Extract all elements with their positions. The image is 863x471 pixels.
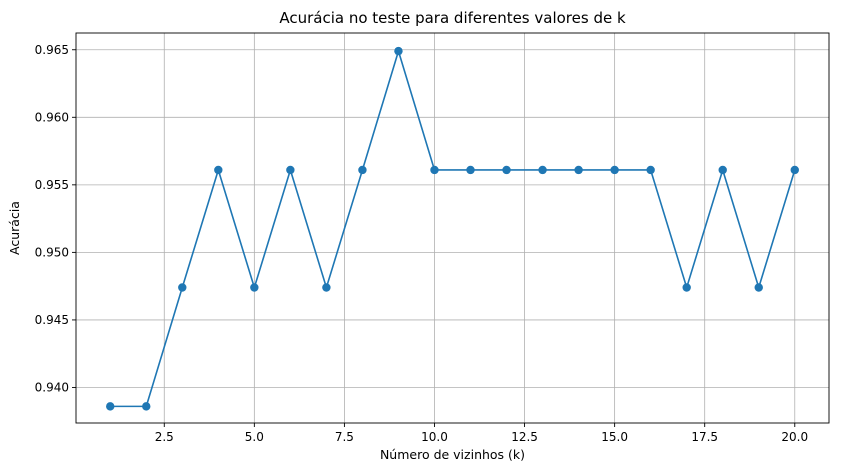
data-point — [286, 165, 295, 175]
y-axis-label: Acurácia — [7, 201, 22, 255]
x-axis-label: Número de vizinhos (k) — [380, 447, 525, 462]
x-tick-label: 10.0 — [421, 430, 448, 444]
x-tick-label: 2.5 — [155, 430, 174, 444]
data-point — [394, 46, 403, 56]
data-point — [646, 165, 655, 175]
y-tick-label: 0.965 — [35, 43, 69, 57]
data-point — [790, 165, 799, 175]
plot-frame — [75, 32, 830, 424]
data-point — [322, 283, 331, 292]
x-tick-label: 15.0 — [601, 430, 628, 444]
x-tick-label: 12.5 — [511, 430, 538, 444]
data-point — [718, 165, 727, 175]
data-point — [574, 165, 583, 175]
series-layer — [106, 46, 799, 411]
data-point — [502, 165, 511, 175]
x-tick-label: 7.5 — [335, 430, 354, 444]
x-tick-label: 5.0 — [245, 430, 264, 444]
data-point — [106, 402, 115, 411]
y-tick-label: 0.940 — [35, 380, 69, 394]
data-point — [682, 283, 691, 292]
data-point — [214, 165, 223, 175]
ticks: 2.5 5.0 7.5 10.0 12.5 15.0 17.5 20.0 0.940 0.945 0… — [35, 43, 808, 444]
y-tick-label: 0.945 — [35, 313, 69, 327]
y-tick-label: 0.960 — [35, 110, 69, 124]
chart-title: Acurácia no teste para diferentes valore… — [279, 9, 626, 27]
data-point — [466, 165, 475, 175]
data-point — [610, 165, 619, 175]
data-point — [358, 165, 367, 175]
data-point — [178, 283, 187, 292]
data-point — [250, 283, 259, 292]
x-tick-label: 17.5 — [691, 430, 718, 444]
grid — [76, 33, 829, 423]
series-line — [110, 50, 796, 408]
x-tick-label: 20.0 — [781, 430, 808, 444]
y-tick-label: 0.950 — [35, 245, 69, 259]
data-point — [538, 165, 547, 175]
data-point — [430, 165, 439, 175]
data-point — [142, 402, 151, 411]
y-tick-label: 0.955 — [35, 178, 69, 192]
data-point — [754, 283, 763, 292]
